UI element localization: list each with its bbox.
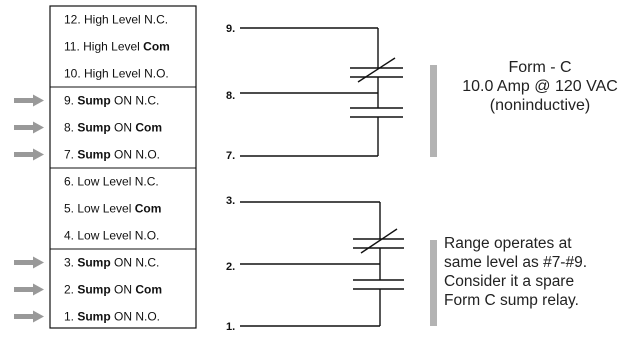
terminal-rows: 12. High Level N.C. 11. High Level Com 10.… bbox=[64, 13, 170, 324]
terminal-row-10: 10. High Level N.O. bbox=[64, 67, 169, 81]
relay-top-nc-slash bbox=[357, 57, 396, 83]
relay-top-label-9: 9. bbox=[226, 23, 235, 35]
terminal-row-1: 1. Sump ON N.O. bbox=[64, 310, 160, 324]
arrow-icon bbox=[14, 148, 44, 161]
relay-top bbox=[240, 27, 403, 157]
relay-top-label-8: 8. bbox=[226, 90, 235, 102]
note-bar-form-c bbox=[430, 65, 437, 157]
arrow-icon bbox=[14, 256, 44, 269]
terminal-row-12: 12. High Level N.C. bbox=[64, 13, 168, 27]
note-range-line-4: Form C sump relay. bbox=[444, 292, 579, 309]
relay-bottom-label-1: 1. bbox=[226, 321, 235, 333]
terminal-row-11: 11. High Level Com bbox=[64, 40, 170, 54]
note-range: Range operates at same level as #7-#9. C… bbox=[444, 234, 640, 310]
relay-top-label-7: 7. bbox=[226, 150, 235, 162]
terminal-row-5: 5. Low Level Com bbox=[64, 202, 161, 216]
terminal-block-frame bbox=[49, 5, 197, 329]
relay-top-labels: 9. 8. 7. bbox=[226, 23, 235, 162]
arrow-icon bbox=[14, 310, 44, 323]
note-form-c-line-3: (noninductive) bbox=[489, 97, 591, 114]
terminal-block: 12. High Level N.C. 11. High Level Com 10.… bbox=[14, 5, 197, 329]
note-form-c: Form - C 10.0 Amp @ 120 VAC (noninductiv… bbox=[445, 58, 635, 115]
relay-bottom bbox=[240, 201, 404, 327]
terminal-row-6: 6. Low Level N.C. bbox=[64, 175, 159, 189]
relay-bottom-labels: 3. 2. 1. bbox=[226, 195, 235, 333]
note-range-line-2: same level as #7-#9. bbox=[444, 254, 588, 271]
note-range-line-3: Consider it a spare bbox=[444, 273, 575, 290]
note-form-c-line-1: Form - C bbox=[508, 59, 572, 76]
terminal-row-3: 3. Sump ON N.C. bbox=[64, 256, 159, 270]
relay-bottom-label-3: 3. bbox=[226, 195, 235, 207]
relay-bottom-label-2: 2. bbox=[226, 261, 235, 273]
terminal-row-8: 8. Sump ON Com bbox=[64, 121, 162, 135]
terminal-row-7: 7. Sump ON N.O. bbox=[64, 148, 160, 162]
terminal-row-2: 2. Sump ON Com bbox=[64, 283, 162, 297]
arrow-icon bbox=[14, 94, 44, 107]
note-range-line-1: Range operates at bbox=[444, 235, 572, 252]
relay-bottom-nc-slash bbox=[360, 228, 398, 254]
arrow-icon bbox=[14, 121, 44, 134]
arrow-icon bbox=[14, 283, 44, 296]
terminal-arrows bbox=[14, 94, 44, 323]
note-form-c-line-2: 10.0 Amp @ 120 VAC bbox=[462, 78, 618, 95]
note-bar-range bbox=[430, 240, 437, 326]
terminal-row-4: 4. Low Level N.O. bbox=[64, 229, 159, 243]
terminal-row-9: 9. Sump ON N.C. bbox=[64, 94, 159, 108]
